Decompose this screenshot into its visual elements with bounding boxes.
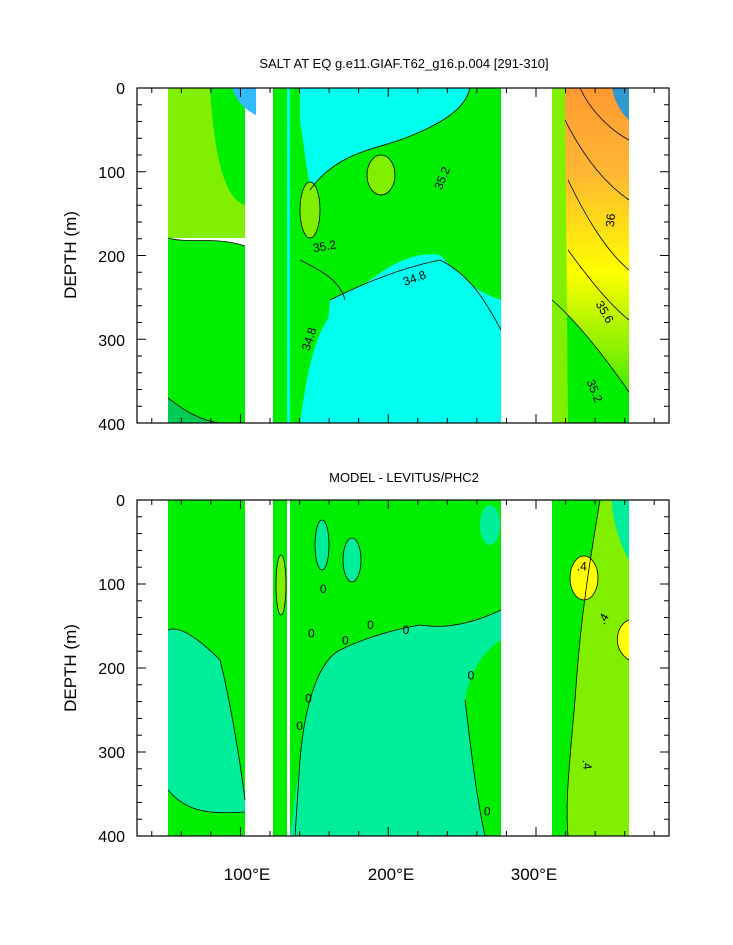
panel-2-fields	[167, 499, 630, 837]
field2-strip-blob	[276, 555, 286, 615]
field-strip	[273, 88, 287, 423]
field-pacific-blob-2	[300, 182, 320, 238]
panel-2-title: MODEL - LEVITUS/PHC2	[329, 470, 479, 485]
panel-1-ticks	[137, 87, 669, 424]
field-atlantic-deep	[552, 300, 629, 423]
contour-label: 0	[403, 623, 410, 637]
contour-label: 0	[305, 691, 312, 705]
panel-2-contours	[167, 499, 630, 837]
y-tick-label: 400	[98, 829, 125, 846]
contour-label: .4	[577, 559, 587, 573]
field2-pacific-blob-2	[343, 538, 361, 582]
contour-label: 35.2	[312, 237, 338, 255]
panel-2-ticks	[137, 499, 669, 837]
panel-2-y-axis-label: DEPTH (m)	[61, 624, 80, 712]
y-tick-label: 0	[116, 493, 125, 510]
field-atlantic-corner	[612, 88, 629, 120]
field2-pacific-upper	[290, 500, 501, 836]
y-tick-label: 100	[98, 577, 125, 594]
contour-label: 36	[603, 213, 618, 228]
x-tick-labels: 100°E 200°E 300°E	[224, 865, 558, 884]
field2-atlantic-corner	[612, 500, 629, 560]
x-tick-label: 100°E	[224, 865, 271, 884]
panel-1-title: SALT AT EQ g.e11.GIAF.T62_g16.p.004 [291…	[259, 56, 548, 71]
field-pacific-lower-cyan	[320, 260, 501, 423]
panel-salinity: SALT AT EQ g.e11.GIAF.T62_g16.p.004 [291…	[61, 56, 670, 434]
panel-1-contours	[167, 87, 630, 424]
contour-label: .4	[580, 759, 595, 771]
field-west-deep	[168, 398, 220, 423]
x-tick-label: 200°E	[368, 865, 415, 884]
field-pacific-green	[290, 88, 501, 423]
contour-label: 0	[296, 719, 303, 733]
panel-1-fields	[167, 87, 630, 424]
contour-label: 0	[342, 633, 349, 647]
field2-atlantic-yellow-2	[617, 620, 629, 660]
field-pacific-west-blue	[232, 88, 256, 115]
field2-atlantic-green	[552, 500, 600, 836]
y-tick-label: 100	[98, 165, 125, 182]
field-pacific-blob	[367, 155, 395, 195]
y-tick-label: 400	[98, 417, 125, 434]
panel-difference: MODEL - LEVITUS/PHC2	[61, 470, 670, 884]
field2-strip	[273, 500, 287, 836]
field2-atlantic-yellow-1	[570, 556, 598, 600]
field2-west-bottom	[168, 790, 245, 836]
panel-2-y-tick-labels: 0 100 200 300 400	[98, 493, 125, 846]
field-atlantic-west	[552, 88, 568, 423]
contour-label: 34.8	[299, 325, 320, 352]
contour-label: 0	[367, 618, 374, 632]
y-tick-label: 200	[98, 249, 125, 266]
y-tick-label: 300	[98, 333, 125, 350]
contour-label: 0	[308, 627, 315, 641]
field2-pacific-blob-3	[480, 505, 500, 545]
y-tick-label: 0	[116, 81, 125, 98]
field2-pacific-blob-1	[315, 520, 329, 570]
panel-1-y-axis-label: DEPTH (m)	[61, 211, 80, 299]
contour-label: 0	[320, 582, 327, 596]
contour-label: 0	[468, 669, 475, 683]
field-west-lower	[168, 238, 245, 423]
contour-label: 0	[484, 805, 491, 819]
field2-west-lower	[168, 629, 245, 836]
field-pacific-upper-cyan	[300, 88, 470, 190]
field-west-green-patch	[210, 88, 245, 205]
panel-1-y-tick-labels: 0 100 200 300 400	[98, 81, 125, 434]
x-tick-label: 300°E	[511, 865, 558, 884]
y-tick-label: 200	[98, 661, 125, 678]
field2-pacific-east	[465, 640, 501, 836]
y-tick-label: 300	[98, 745, 125, 762]
